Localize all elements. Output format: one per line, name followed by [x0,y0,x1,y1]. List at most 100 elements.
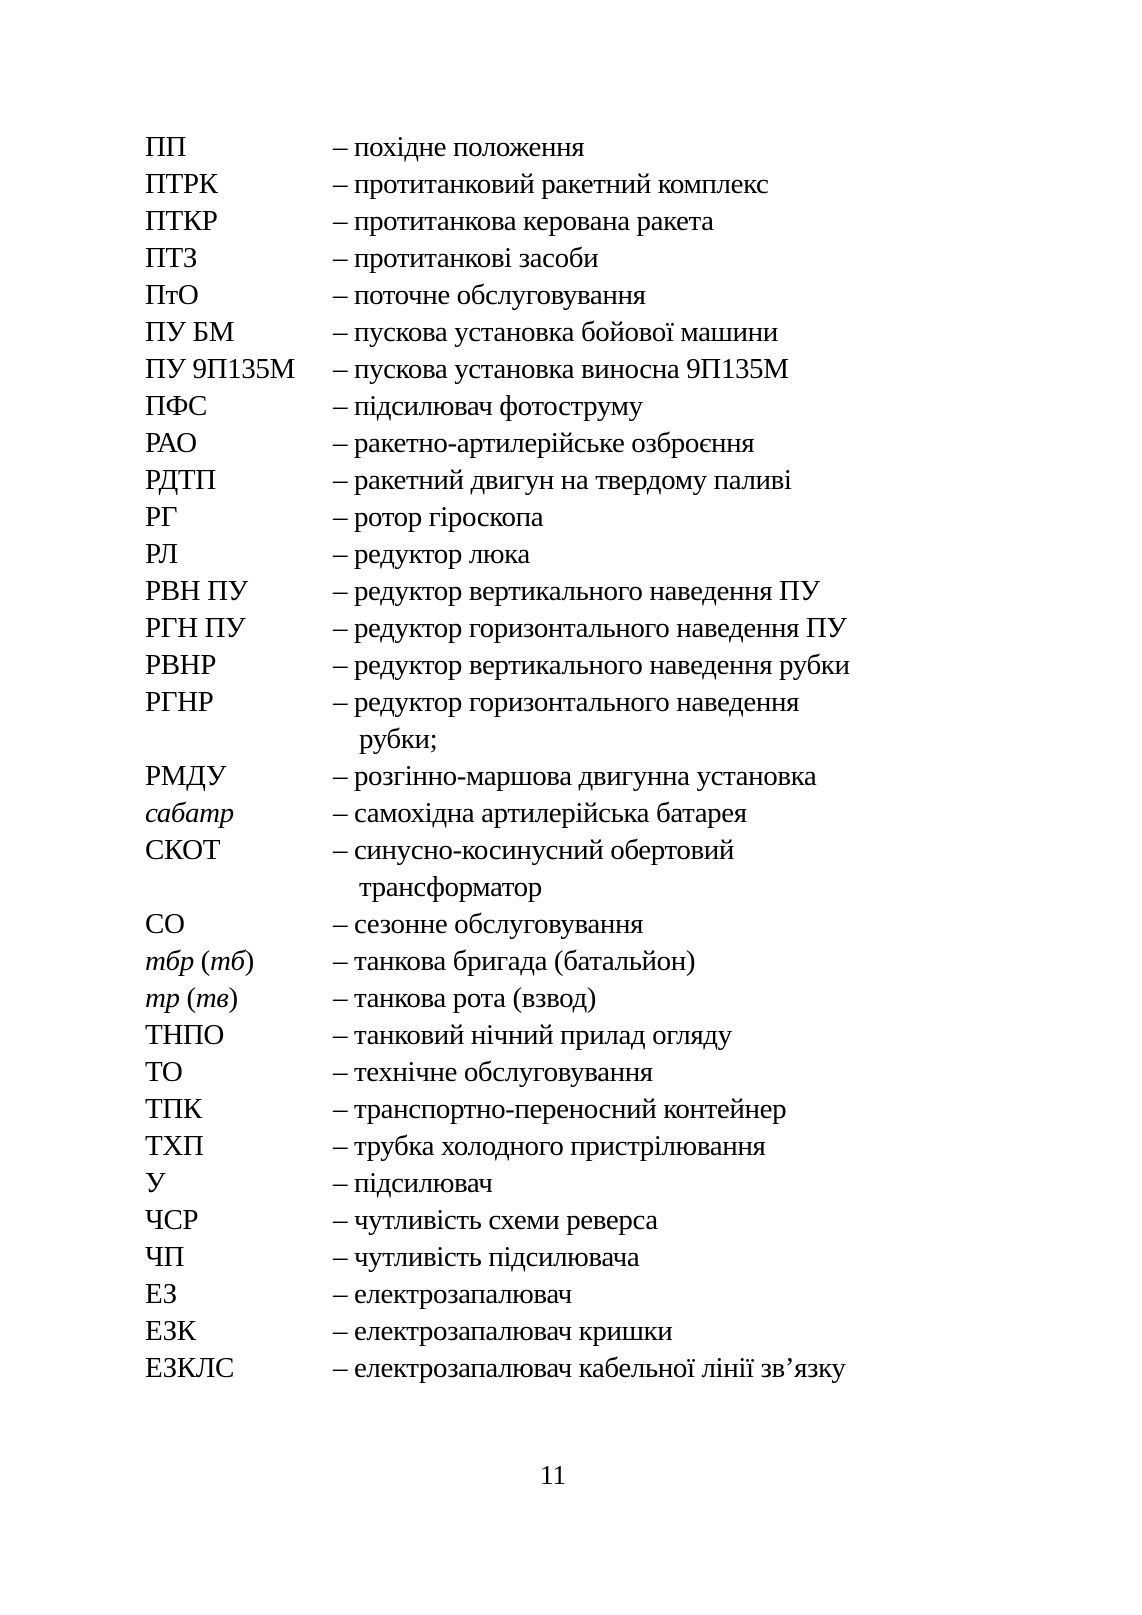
abbreviation-term: РМДУ [145,758,333,795]
abbreviation-term: ПтО [145,277,333,314]
abbreviation-entry: ПтО – поточне обслуговування [145,277,1045,314]
abbreviation-definition: – самохідна артилерійська батарея [333,797,747,829]
abbreviation-term-part: ) [228,982,239,1014]
abbreviation-term: СО [145,906,333,943]
abbreviation-definition: – протитанковий ракетний комплекс [333,168,769,200]
abbreviation-entry: РДТП – ракетний двигун на твердому паливі [145,462,1045,499]
abbreviation-term-part: тв [195,982,229,1014]
abbreviation-entry-continuation: трансформатор [145,869,1045,906]
abbreviation-list: ПП – похідне положення ПТРК – протитанковий… [145,129,1045,1387]
abbreviation-term-part: тбр [145,945,194,977]
abbreviation-term-part: ПФС [145,390,207,422]
abbreviation-definition: – транспортно-переносний контейнер [333,1093,787,1125]
abbreviation-term: ЕЗКЛС [145,1350,333,1387]
abbreviation-term [145,869,333,906]
abbreviation-term: ЧП [145,1239,333,1276]
abbreviation-term-part: ЧП [145,1241,184,1273]
abbreviation-term: ПУ БМ [145,314,333,351]
abbreviation-entry-continuation: рубки; [145,721,1045,758]
abbreviation-entry: ПП – похідне положення [145,129,1045,166]
abbreviation-entry: ПУ БМ – пускова установка бойової машини [145,314,1045,351]
abbreviation-definition: – ракетний двигун на твердому паливі [333,464,792,496]
abbreviation-term-part: ТО [145,1056,183,1088]
abbreviation-definition: – трубка холодного пристрілювання [333,1130,766,1162]
abbreviation-term: ПУ 9П135М [145,351,333,388]
abbreviation-definition: трансформатор [359,871,542,903]
abbreviation-entry: сабатр – самохідна артилерійська батарея [145,795,1045,832]
abbreviation-entry: ТО – технічне обслуговування [145,1054,1045,1091]
abbreviation-term-part: РГ [145,501,178,533]
abbreviation-definition: – пускова установка бойової машини [333,316,778,348]
abbreviation-definition: – танкова рота (взвод) [333,982,597,1014]
abbreviation-term-part: ПУ БМ [145,316,235,348]
abbreviation-term-part: ( [179,982,197,1014]
abbreviation-definition: – редуктор вертикального наведення рубки [333,649,850,681]
abbreviation-entry: СКОТ – синусно-косинусний обертовий [145,832,1045,869]
abbreviation-term-part: СО [145,908,185,940]
abbreviation-entry: ТНПО – танковий нічний прилад огляду [145,1017,1045,1054]
abbreviation-term: ЧСР [145,1202,333,1239]
abbreviation-definition: – підсилювач фотоструму [333,390,643,422]
abbreviation-term: РГН ПУ [145,610,333,647]
abbreviation-definition: – похідне положення [333,131,585,163]
abbreviation-entry: ЕЗ – електрозапалювач [145,1276,1045,1313]
abbreviation-term-part: ПТЗ [145,242,197,274]
abbreviation-entry: РГ – ротор гіроскопа [145,499,1045,536]
abbreviation-definition: – підсилювач [333,1167,493,1199]
abbreviation-definition: – електрозапалювач кабельної лінії зв’яз… [333,1352,846,1384]
abbreviation-term: ПТКР [145,203,333,240]
abbreviation-definition: – чутливість підсилювача [333,1241,640,1273]
abbreviation-definition: – електрозапалювач [333,1278,572,1310]
abbreviation-term-part: ПТКР [145,205,218,237]
abbreviation-term: ЕЗК [145,1313,333,1350]
abbreviation-entry: тбр (тб) – танкова бригада (батальйон) [145,943,1045,980]
abbreviation-definition: – чутливість схеми реверса [333,1204,658,1236]
abbreviation-definition: – протитанкова керована ракета [333,205,714,237]
abbreviation-term-part: ТНПО [145,1019,224,1051]
abbreviation-definition: – сезонне обслуговування [333,908,644,940]
abbreviation-term: РДТП [145,462,333,499]
abbreviation-term: РАО [145,425,333,462]
abbreviation-term-part: РМДУ [145,760,226,792]
abbreviation-entry: РВНР – редуктор вертикального наведення р… [145,647,1045,684]
abbreviation-definition: – поточне обслуговування [333,279,646,311]
abbreviation-term: ТО [145,1054,333,1091]
abbreviation-definition: – редуктор горизонтального наведення ПУ [333,612,847,644]
abbreviation-term-part: ( [193,945,211,977]
abbreviation-term: РГНР [145,684,333,721]
abbreviation-term-part: РВН ПУ [145,575,248,607]
abbreviation-term-part: ТХП [145,1130,204,1162]
abbreviation-entry: РГН ПУ – редуктор горизонтального наведен… [145,610,1045,647]
abbreviation-term-part: РГНР [145,686,214,718]
abbreviation-definition: – синусно-косинусний обертовий [333,834,735,866]
abbreviation-term-part: СКОТ [145,834,221,866]
abbreviation-entry: ЧСР – чутливість схеми реверса [145,1202,1045,1239]
abbreviation-term-part: тб [209,945,245,977]
abbreviation-definition: – ракетно-артилерійське озброєння [333,427,755,459]
abbreviation-entry: ПФС – підсилювач фотоструму [145,388,1045,425]
abbreviation-term-part: РАО [145,427,197,459]
abbreviation-definition: – танковий нічний прилад огляду [333,1019,732,1051]
abbreviation-entry: РВН ПУ – редуктор вертикального наведення… [145,573,1045,610]
abbreviation-definition: – електрозапалювач кришки [333,1315,673,1347]
abbreviation-term: ПТЗ [145,240,333,277]
abbreviation-term: ПФС [145,388,333,425]
abbreviation-entry: тр (тв) – танкова рота (взвод) [145,980,1045,1017]
abbreviation-term-part: РДТП [145,464,216,496]
abbreviation-entry: ПТЗ – протитанкові засоби [145,240,1045,277]
abbreviation-term: ЕЗ [145,1276,333,1313]
abbreviation-term: ТНПО [145,1017,333,1054]
abbreviation-term: ПТРК [145,166,333,203]
abbreviation-entry: ПТРК – протитанковий ракетний комплекс [145,166,1045,203]
abbreviation-term: РВНР [145,647,333,684]
abbreviation-definition: – протитанкові засоби [333,242,599,274]
abbreviation-entry: СО – сезонне обслуговування [145,906,1045,943]
abbreviation-entry: ПТКР – протитанкова керована ракета [145,203,1045,240]
abbreviation-definition: – розгінно-маршова двигунна установка [333,760,817,792]
abbreviation-term-part: РЛ [145,538,178,570]
abbreviation-term: СКОТ [145,832,333,869]
abbreviation-definition: – редуктор горизонтального наведення [333,686,800,718]
abbreviation-term-part: ЧСР [145,1204,199,1236]
abbreviation-term-part: ПП [145,131,187,163]
abbreviation-term [145,721,333,758]
